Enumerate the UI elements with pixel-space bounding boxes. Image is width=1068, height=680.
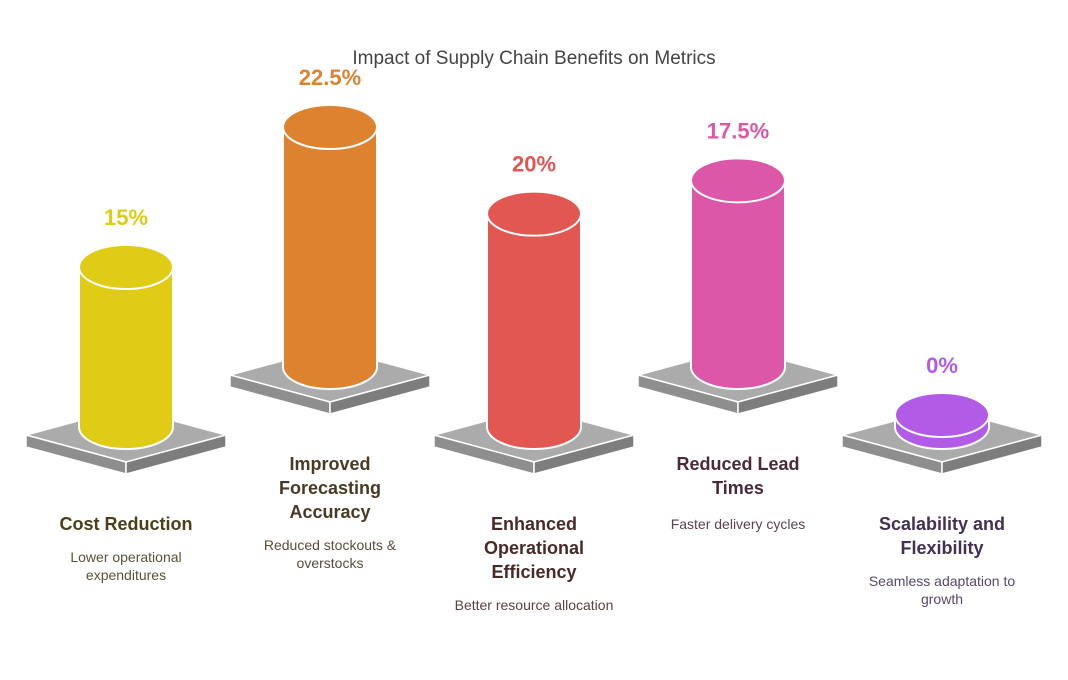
category-description: Lower operational expenditures (70, 549, 182, 583)
value-label: 17.5% (707, 118, 769, 143)
bar (486, 190, 582, 450)
category-description: Seamless adaptation to growth (868, 573, 1016, 607)
bar-top (486, 190, 582, 237)
value-label: 15% (104, 205, 148, 230)
category-label: Cost Reduction (59, 514, 193, 534)
platform-side-right (329, 374, 431, 415)
category-description: Faster delivery cycles (670, 516, 806, 532)
bar-body (486, 212, 582, 450)
bar-group: 22.5% (227, 65, 433, 415)
bar-top (690, 157, 786, 204)
category-label: Reduced Lead Times (676, 454, 800, 498)
bar (894, 392, 990, 450)
value-label: 20% (512, 152, 556, 177)
bar-body (78, 266, 174, 450)
value-label: 22.5% (299, 65, 361, 90)
category-label: Scalability and Flexibility (878, 514, 1006, 558)
platform-side-right (737, 374, 839, 415)
bar-body (282, 126, 378, 390)
bar-group: 17.5% (635, 118, 841, 415)
bar-group: 15% (23, 205, 229, 475)
bar (78, 244, 174, 450)
bar-group: 0% (839, 353, 1045, 475)
bar-top (78, 244, 174, 290)
platform-side-right (533, 434, 635, 475)
category-description: Better resource allocation (454, 597, 614, 613)
bar-group: 20% (431, 152, 637, 475)
platform-side-right (125, 434, 227, 475)
bar-body (690, 179, 786, 390)
bar-top (282, 104, 378, 150)
category-label: Improved Forecasting Accuracy (278, 454, 382, 522)
chart-title: Impact of Supply Chain Benefits on Metri… (352, 48, 716, 69)
value-label: 0% (926, 353, 958, 378)
category-description: Reduced stockouts & overstocks (263, 537, 397, 571)
platform-side-right (941, 434, 1043, 475)
bar (690, 157, 786, 390)
bar (282, 104, 378, 390)
category-label: Enhanced Operational Efficiency (483, 514, 585, 582)
bar-top (894, 392, 990, 438)
